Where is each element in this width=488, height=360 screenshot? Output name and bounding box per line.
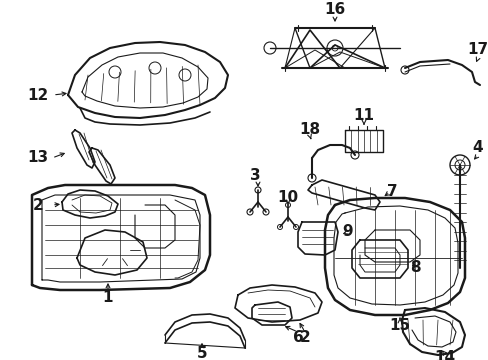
Text: 7: 7 xyxy=(386,184,397,199)
Text: 6: 6 xyxy=(292,329,303,345)
Text: 14: 14 xyxy=(433,351,455,360)
Text: 17: 17 xyxy=(467,42,488,58)
Text: 3: 3 xyxy=(249,167,260,183)
Text: 8: 8 xyxy=(409,261,420,275)
Text: 1: 1 xyxy=(102,289,113,305)
Text: 13: 13 xyxy=(27,150,48,166)
Text: 5: 5 xyxy=(196,346,207,360)
Text: 18: 18 xyxy=(299,122,320,138)
Text: 9: 9 xyxy=(342,225,353,239)
Text: 16: 16 xyxy=(324,3,345,18)
Text: 4: 4 xyxy=(472,140,482,156)
Text: 15: 15 xyxy=(388,319,410,333)
Text: 12: 12 xyxy=(27,87,48,103)
Text: 10: 10 xyxy=(277,190,298,206)
Text: 11: 11 xyxy=(353,108,374,122)
Text: 2: 2 xyxy=(33,198,43,212)
Text: 2: 2 xyxy=(299,329,310,345)
